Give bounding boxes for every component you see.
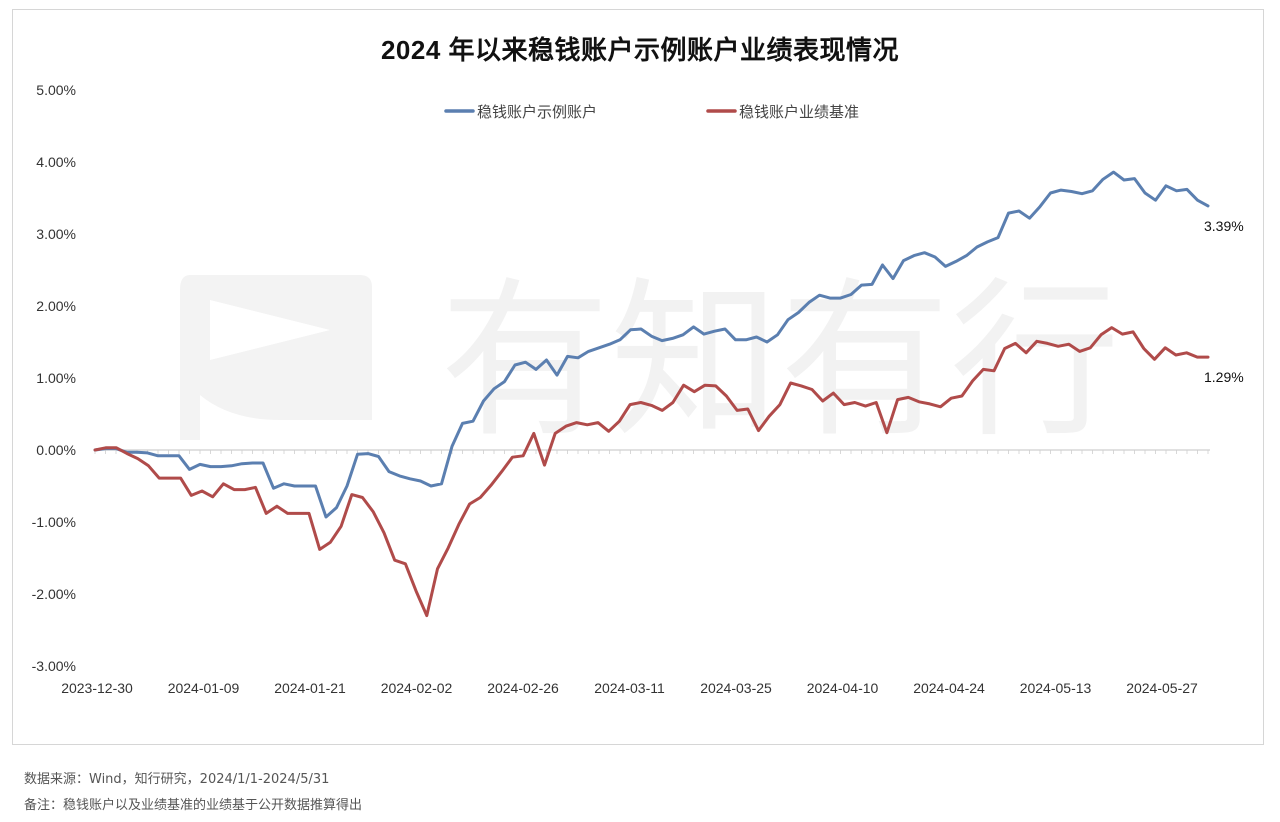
y-tick-label: 3.00% (36, 226, 76, 242)
y-tick-label: 5.00% (36, 82, 76, 98)
x-tick-label: 2024-04-24 (913, 680, 985, 696)
source-note: 数据来源：Wind，知行研究，2024/1/1-2024/5/31 (24, 772, 330, 787)
x-tick-label: 2024-03-11 (594, 680, 665, 696)
legend-label: 稳钱账户示例账户 (477, 103, 597, 121)
series-line-1 (93, 170, 1210, 519)
chart-title: 2024 年以来稳钱账户示例账户业绩表现情况 (380, 35, 900, 65)
y-tick-label: 4.00% (36, 154, 76, 170)
watermark: 有知有行 (180, 263, 1120, 461)
end-labels: 3.39% 1.29% (1204, 218, 1244, 385)
y-tick-label: 0.00% (36, 442, 76, 458)
y-tick-label: -3.00% (32, 658, 76, 674)
x-tick-label: 2024-02-02 (381, 680, 453, 696)
x-tick-label: 2024-03-25 (700, 680, 772, 696)
remark-note: 备注：稳钱账户以及业绩基准的业绩基于公开数据推算得出 (24, 798, 363, 813)
legend-label: 稳钱账户业绩基准 (739, 103, 859, 121)
y-tick-label: 1.00% (36, 370, 76, 386)
end-value-label-2: 1.29% (1204, 369, 1244, 385)
x-tick-label: 2024-02-26 (487, 680, 559, 696)
series-line-2 (93, 326, 1210, 618)
x-tick-label: 2024-05-13 (1020, 680, 1092, 696)
y-tick-label: -2.00% (32, 586, 76, 602)
x-tick-label: 2024-01-21 (274, 680, 346, 696)
watermark-text: 有知有行 (440, 263, 1120, 461)
end-value-label-1: 3.39% (1204, 218, 1244, 234)
x-tick-label: 2024-04-10 (807, 680, 879, 696)
x-tick-label: 2023-12-30 (61, 680, 133, 696)
y-tick-label: 2.00% (36, 298, 76, 314)
series-layer (93, 170, 1210, 618)
legend: 稳钱账户示例账户 稳钱账户业绩基准 (444, 103, 859, 121)
y-axis: 5.00% 4.00% 3.00% 2.00% 1.00% 0.00% -1.00% -2.0… (32, 82, 76, 674)
y-tick-label: -1.00% (32, 514, 76, 530)
x-tick-label: 2024-05-27 (1126, 680, 1198, 696)
x-axis: 2023-12-30 2024-01-09 2024-01-21 2024-02-02… (61, 450, 1209, 696)
watermark-logo (180, 275, 372, 440)
x-tick-label: 2024-01-09 (168, 680, 240, 696)
